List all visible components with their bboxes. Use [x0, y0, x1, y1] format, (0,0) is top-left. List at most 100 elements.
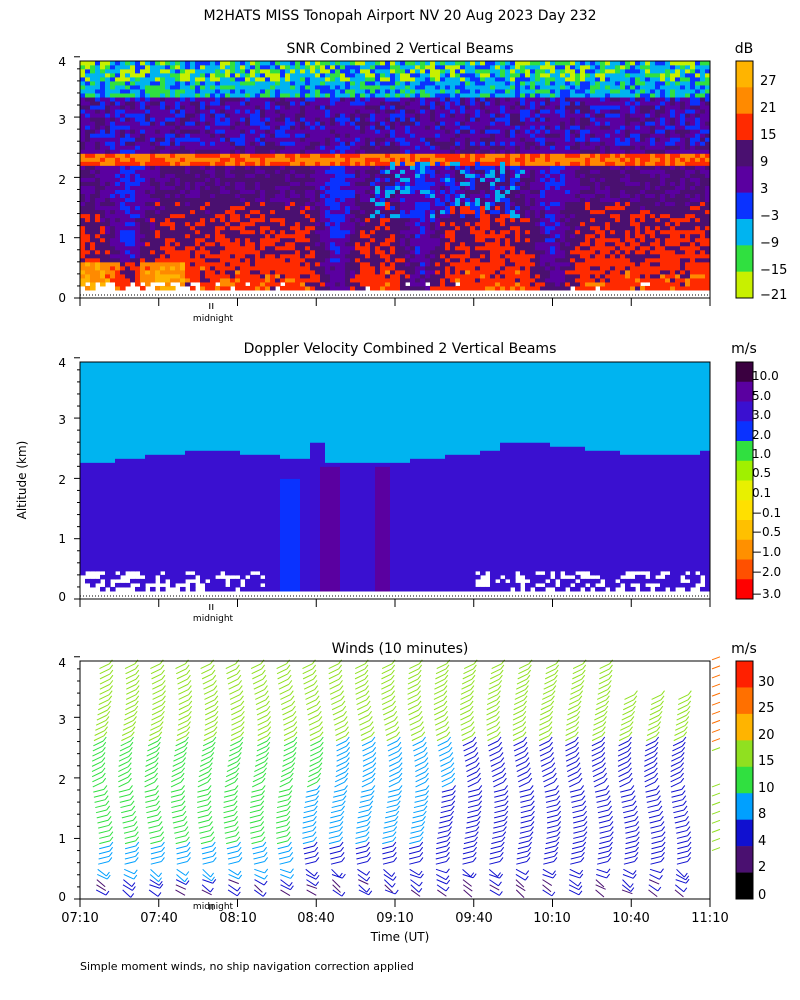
snr-cell [270, 105, 276, 110]
snr-cell [450, 157, 456, 162]
snr-cell [495, 189, 501, 195]
snr-cell [225, 241, 231, 247]
snr-cell [140, 197, 146, 203]
snr-cell [150, 273, 156, 279]
snr-cell [80, 245, 86, 251]
snr-cell [390, 265, 396, 271]
snr-cell [380, 273, 386, 279]
snr-cell [370, 109, 376, 114]
snr-cell [495, 84, 501, 90]
snr-cell [445, 137, 451, 142]
snr-cell [85, 161, 91, 166]
snr-cell [175, 165, 181, 170]
snr-cell [345, 181, 351, 186]
snr-cell [215, 213, 221, 219]
snr-cell [190, 84, 196, 90]
snr-cell [190, 72, 196, 78]
snr-cell [155, 72, 161, 78]
snr-cell [255, 121, 261, 126]
snr-cell [500, 233, 506, 239]
snr-cell [90, 233, 96, 239]
snr-cell [235, 72, 241, 78]
snr-cell [100, 88, 106, 94]
snr-cell [150, 189, 156, 195]
snr-cell [305, 241, 311, 247]
snr-cell [260, 133, 266, 138]
snr-cell [380, 265, 386, 271]
snr-cell [160, 92, 166, 98]
snr-cell [450, 209, 456, 215]
snr-cell [225, 61, 231, 66]
snr-cell [275, 133, 281, 138]
snr-cell [425, 225, 431, 231]
snr-cell [460, 177, 466, 182]
snr-cell [95, 133, 101, 138]
snr-cell [125, 76, 131, 82]
snr-cell [365, 113, 371, 118]
snr-cell [270, 145, 276, 150]
snr-cell [415, 277, 421, 283]
snr-cell [410, 233, 416, 239]
snr-cell [145, 185, 151, 190]
snr-cell [405, 129, 411, 134]
snr-cell [415, 92, 421, 98]
snr-cell [295, 84, 301, 90]
snr-cell [215, 113, 221, 118]
snr-cell [500, 121, 506, 126]
snr-cell [90, 169, 96, 174]
snr-cell [300, 72, 306, 78]
snr-cell [80, 61, 86, 66]
snr-cell [350, 241, 356, 247]
snr-cell [390, 181, 396, 186]
snr-cell [370, 64, 376, 70]
snr-cell [320, 96, 326, 102]
snr-cell [450, 249, 456, 255]
snr-cell [235, 269, 241, 275]
snr-cell [375, 109, 381, 114]
snr-cell [325, 181, 331, 186]
snr-cell [220, 281, 226, 287]
snr-cell [500, 96, 506, 102]
snr-cell [340, 165, 346, 170]
snr-cell [405, 285, 411, 291]
snr-cell [175, 141, 181, 146]
snr-cell [165, 245, 171, 251]
snr-cell [295, 213, 301, 219]
snr-cell [255, 225, 261, 231]
snr-cell [400, 109, 406, 114]
snr-cell [365, 145, 371, 150]
snr-cell [260, 173, 266, 178]
snr-cell [180, 245, 186, 251]
snr-cell [120, 249, 126, 255]
snr-cell [105, 72, 111, 78]
snr-cell [185, 157, 191, 162]
snr-cell [335, 173, 341, 178]
snr-cell [185, 253, 191, 259]
snr-cell [315, 285, 321, 291]
snr-cell [140, 149, 146, 154]
snr-cell [165, 161, 171, 166]
snr-cell [330, 76, 336, 82]
snr-cell [135, 129, 141, 134]
snr-cell [405, 197, 411, 203]
snr-cell [110, 245, 116, 251]
snr-cell [285, 96, 291, 102]
snr-cell [500, 129, 506, 134]
snr-cell [470, 121, 476, 126]
snr-cell [340, 225, 346, 231]
snr-cell [435, 105, 441, 110]
snr-cell [270, 161, 276, 166]
snr-cell [245, 257, 251, 263]
snr-cell [365, 161, 371, 166]
snr-cell [380, 193, 386, 199]
snr-cell [220, 285, 226, 291]
snr-cell [445, 213, 451, 219]
snr-cell [505, 105, 511, 110]
snr-cell [120, 145, 126, 150]
snr-cell [205, 249, 211, 255]
snr-cell [170, 96, 176, 102]
snr-cell [500, 88, 506, 94]
snr-cell [335, 189, 341, 195]
snr-cell [250, 72, 256, 78]
snr-cell [270, 245, 276, 251]
